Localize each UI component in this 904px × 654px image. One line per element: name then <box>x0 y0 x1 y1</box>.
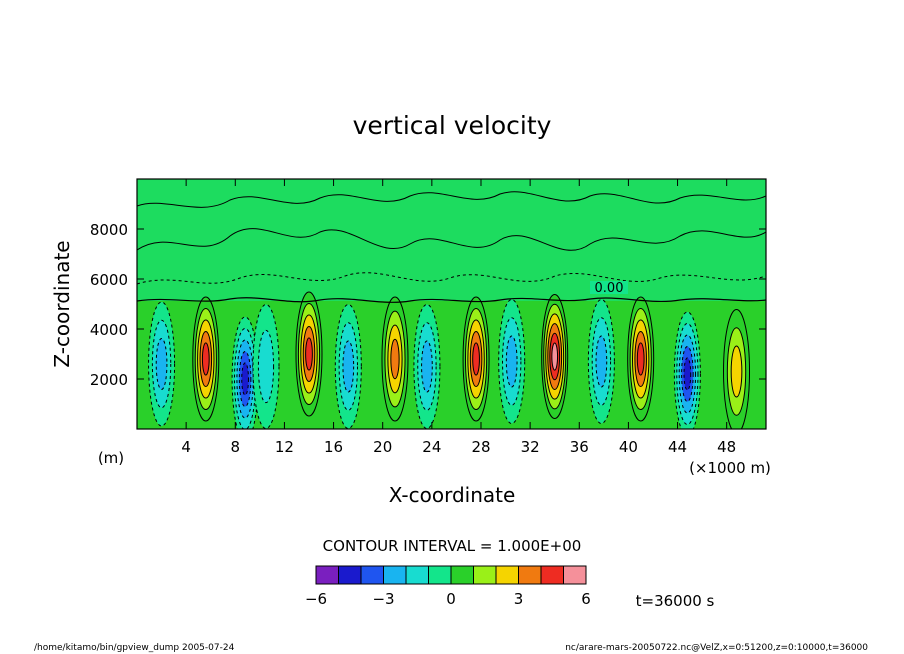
y-axis-unit: (m) <box>98 449 124 467</box>
contour-band <box>636 342 645 376</box>
downdraft-cell <box>673 311 701 429</box>
zero-contour-line <box>137 297 766 303</box>
contour-interval: CONTOUR INTERVAL = 1.000E+00 <box>323 537 582 555</box>
contour-label-bg <box>590 281 628 294</box>
contour-band <box>551 342 559 371</box>
x-axis-label: X-coordinate <box>389 483 516 507</box>
x-tick-label: 44 <box>668 438 687 456</box>
upper-layer-band <box>137 179 766 301</box>
contour-band <box>472 342 480 376</box>
downdraft-cell <box>334 304 362 429</box>
colorbar-swatch <box>405 565 429 585</box>
colorbar-tick-label: 6 <box>581 590 591 608</box>
x-tick-label: 32 <box>521 438 540 456</box>
updraft-cell <box>627 296 655 422</box>
x-tick-label: 24 <box>422 438 441 456</box>
y-axis-label: Z-coordinate <box>50 240 74 367</box>
x-axis-unit: (×1000 m) <box>689 459 771 477</box>
colorbar-swatch <box>360 565 384 585</box>
downdraft-cell <box>148 301 176 427</box>
contour-band <box>390 338 400 380</box>
footer-right: nc/arare-mars-20050722.nc@VelZ,x=0:51200… <box>565 643 868 653</box>
updraft-cell <box>723 309 751 429</box>
x-tick-label: 28 <box>471 438 490 456</box>
contour-band <box>241 362 249 396</box>
colorbar-swatch <box>450 565 474 585</box>
x-axis: 4 8 12 16 20 24 28 32 36 40 44 48 <box>181 179 736 456</box>
downdraft-cell <box>252 304 280 429</box>
colorbar-swatch <box>540 565 564 585</box>
x-tick-label: 8 <box>231 438 241 456</box>
updraft-cell <box>541 294 569 419</box>
x-tick-label: 16 <box>324 438 343 456</box>
x-tick-label: 20 <box>373 438 392 456</box>
contour-band <box>305 337 313 371</box>
y-tick-label: 6000 <box>90 271 128 289</box>
downdraft-cell <box>413 304 441 429</box>
contour-band <box>595 335 608 388</box>
colorbar-tick-label: 0 <box>446 590 456 608</box>
y-tick-label: 8000 <box>90 221 128 239</box>
x-tick-label: 4 <box>181 438 191 456</box>
downdraft-cell <box>587 299 615 424</box>
y-axis: 2000 4000 6000 8000 <box>90 221 766 389</box>
plot-area: 0.00 <box>137 179 766 429</box>
colorbar-ticks: −6 −3 0 3 6 <box>305 590 591 608</box>
upper-contour-line <box>137 228 766 251</box>
plot-frame <box>136 178 767 430</box>
colorbar-tick-label: 3 <box>514 590 524 608</box>
colorbar-swatch <box>383 565 407 585</box>
colorbar-swatch <box>518 565 542 585</box>
colorbar-swatch <box>338 565 362 585</box>
upper-contour-line <box>137 191 766 208</box>
updraft-cell <box>381 296 409 422</box>
contour-band <box>505 335 518 388</box>
colorbar-swatch <box>315 565 339 585</box>
contour-band <box>342 340 355 393</box>
upper-contour-line <box>137 272 766 285</box>
colorbar-swatch <box>473 565 497 585</box>
colorbar-tick-label: −3 <box>372 590 394 608</box>
contour-band <box>730 345 743 398</box>
contour-band <box>201 342 210 376</box>
contour-band <box>257 329 275 404</box>
contour-band <box>421 340 433 393</box>
contour-band <box>155 337 168 391</box>
colorbar-swatch <box>495 565 519 585</box>
contour-label: 0.00 <box>595 281 624 296</box>
x-tick-label: 36 <box>570 438 589 456</box>
x-tick-label: 48 <box>717 438 736 456</box>
time-label: t=36000 s <box>636 592 715 610</box>
y-tick-label: 2000 <box>90 371 128 389</box>
colorbar-swatch <box>428 565 452 585</box>
updraft-cell <box>192 296 220 422</box>
updraft-cell <box>462 296 490 422</box>
footer-left: /home/kitamo/bin/gpview_dump 2005-07-24 <box>34 643 235 653</box>
x-tick-label: 40 <box>619 438 638 456</box>
updraft-cell <box>295 291 323 417</box>
y-tick-label: 4000 <box>90 321 128 339</box>
downdraft-cell <box>498 299 526 424</box>
colorbar-swatch <box>563 565 587 585</box>
chart-title: vertical velocity <box>353 111 552 140</box>
x-tick-label: 12 <box>275 438 294 456</box>
colorbar <box>315 565 587 585</box>
contour-band <box>683 357 692 391</box>
colorbar-tick-label: −6 <box>305 590 327 608</box>
